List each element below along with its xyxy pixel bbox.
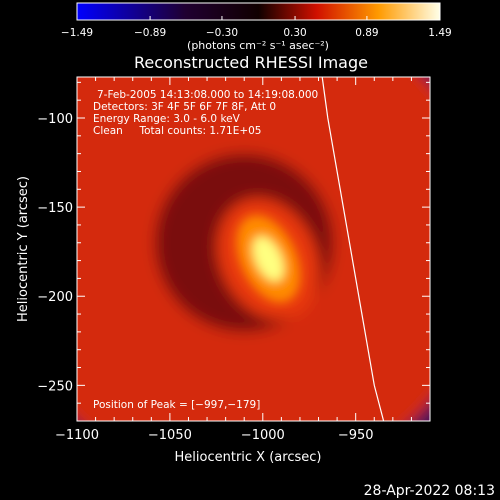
- annotation-time: 7-Feb-2005 14:13:08.000 to 14:19:08.000: [97, 89, 318, 101]
- peak-source: [252, 236, 284, 282]
- solar-limb: [321, 77, 385, 421]
- peak-position-label: Position of Peak = [−997,−179]: [93, 399, 260, 411]
- annotation-energy: Energy Range: 3.0 - 6.0 keV: [93, 113, 241, 125]
- x-axis-ticks: −1100 −1050 −1000 −950: [55, 77, 431, 443]
- y-tick-label: −200: [37, 290, 73, 305]
- colorbar-tick-label: 0.30: [283, 27, 306, 39]
- colorbar: −1.49 −0.89 −0.30 0.30 0.89 1.49 (photons cm⁻…: [61, 2, 452, 52]
- x-tick-label: −1100: [55, 428, 99, 443]
- x-axis-label: Heliocentric X (arcsec): [175, 450, 322, 465]
- colorbar-tick-label: −0.89: [134, 27, 166, 39]
- annotation-block: 7-Feb-2005 14:13:08.000 to 14:19:08.000 …: [93, 89, 318, 137]
- timestamp: 28-Apr-2022 08:13: [364, 483, 495, 499]
- colorbar-tick-label: 0.89: [355, 27, 378, 39]
- annotation-detectors: Detectors: 3F 4F 5F 6F 7F 8F, Att 0: [93, 101, 276, 113]
- y-axis-label: Heliocentric Y (arcsec): [16, 176, 31, 322]
- y-tick-label: −150: [37, 201, 73, 216]
- y-axis-ticks: −100 −150 −200 −250: [37, 81, 430, 404]
- y-tick-label: −250: [37, 379, 73, 394]
- colorbar-tick-label: −0.30: [206, 27, 238, 39]
- x-tick-label: −1050: [148, 428, 192, 443]
- image-area: [77, 77, 430, 421]
- plot-frame: [76, 76, 431, 422]
- chart-title: Reconstructed RHESSI Image: [134, 53, 368, 72]
- colorbar-tick-label: 1.49: [428, 27, 451, 39]
- annotation-counts: Clean Total counts: 1.71E+05: [93, 125, 262, 137]
- colorbar-tick-label: −1.49: [61, 27, 93, 39]
- x-tick-label: −1000: [241, 428, 285, 443]
- colorbar-gradient: [76, 2, 441, 21]
- x-tick-label: −950: [338, 428, 374, 443]
- y-tick-label: −100: [37, 112, 73, 127]
- colorbar-ticks: −1.49 −0.89 −0.30 0.30 0.89 1.49: [61, 16, 452, 39]
- colorbar-units: (photons cm⁻² s⁻¹ asec⁻²): [187, 39, 329, 52]
